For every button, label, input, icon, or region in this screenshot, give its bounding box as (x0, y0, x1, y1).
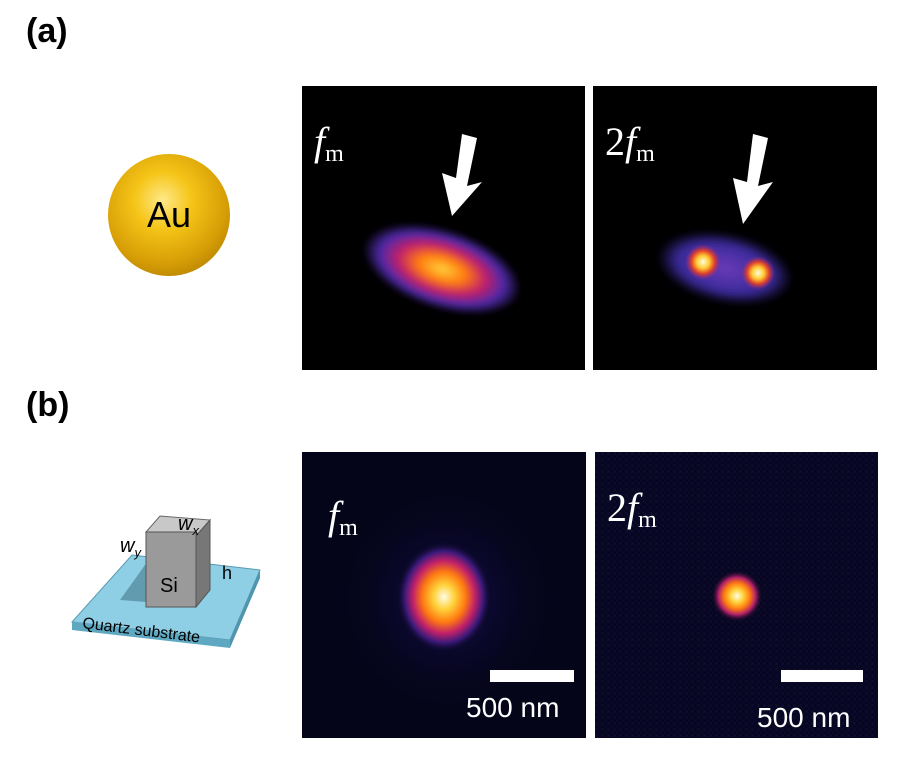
si-block-schematic: Si wy wx h Quartz substrate (70, 513, 261, 648)
au-nanoparticle-sphere: Au (108, 154, 230, 276)
wy-label: wy (120, 535, 142, 560)
emission-halo (658, 231, 792, 305)
block-side (195, 518, 211, 609)
emission-spot (711, 570, 763, 622)
image-a-fm: fm (302, 86, 585, 370)
heatmap-b-fm (337, 485, 557, 715)
scale-bar-label: 500 nm (466, 692, 560, 723)
mod-label-2fm: 2fm (607, 485, 657, 533)
arrow-icon (733, 134, 773, 224)
hot-spot-right (741, 256, 775, 290)
emission-spot (396, 541, 492, 653)
scale-bar-label: 500 nm (757, 702, 851, 733)
wx-label: wx (178, 513, 199, 538)
mod-label-2fm: 2fm (605, 119, 655, 167)
hot-spot-left (685, 244, 721, 280)
substrate-side (230, 570, 260, 648)
panel-label-a: (a) (26, 12, 68, 50)
heatmap-a-2fm (658, 134, 792, 305)
panel-label-b: (b) (26, 386, 70, 424)
scale-bar (781, 670, 863, 682)
emission-spot (363, 223, 521, 315)
image-a-2fm: 2fm (593, 86, 877, 370)
h-label: h (222, 563, 232, 583)
mod-label-fm: fm (314, 119, 344, 167)
image-b-fm: fm 500 nm (302, 452, 586, 738)
si-label: Si (160, 575, 178, 597)
image-b-2fm: 2fm 500 nm (595, 452, 878, 738)
scale-bar (490, 670, 574, 682)
au-label: Au (146, 194, 192, 235)
mod-label-fm: fm (328, 493, 358, 541)
arrow-icon (442, 134, 482, 216)
substrate-edge (72, 622, 230, 648)
heatmap-a-fm (363, 134, 521, 315)
block-front (145, 531, 197, 608)
heatmap-b-2fm (595, 452, 878, 738)
